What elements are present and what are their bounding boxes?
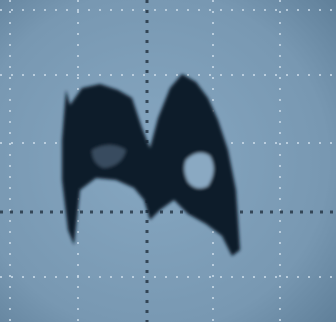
waveform	[62, 74, 240, 256]
